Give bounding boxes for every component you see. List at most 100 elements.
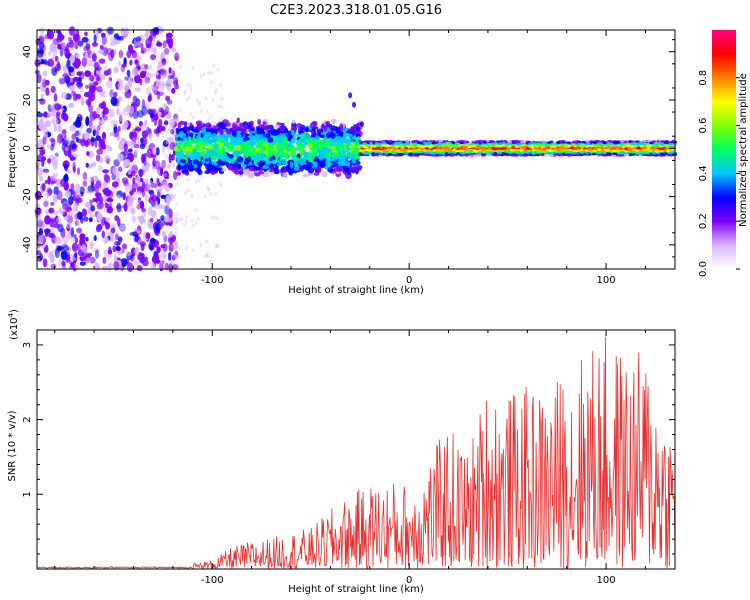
heatmap-cell [166,203,170,208]
heatmap-cell [156,90,161,100]
heatmap-cell [49,137,55,143]
heatmap-cell [107,249,113,255]
heatmap-cell [50,144,55,151]
heatmap-cell [343,165,349,170]
heatmap-cell [47,112,52,118]
heatmap-cell [445,140,449,143]
heatmap-cell [183,191,187,195]
heatmap-cell [49,218,55,228]
heatmap-cell [180,217,183,222]
heatmap-cell [222,152,228,160]
heatmap-cell [524,150,528,154]
heatmap-cell [507,140,512,143]
heatmap-cell [345,169,349,173]
heatmap-cell [70,236,75,243]
heatmap-cell [175,128,180,131]
heatmap-cell [335,146,340,152]
heatmap-cell [135,87,141,92]
heatmap-cell [160,244,166,249]
heatmap-cell [137,252,145,262]
heatmap-cell [172,61,176,66]
heatmap-cell [459,139,464,143]
heatmap-cell [627,152,630,155]
heatmap-cell [77,243,81,251]
heatmap-cell [72,77,79,82]
heatmap-cell [398,150,402,153]
heatmap-cell [242,128,247,134]
heatmap-cell [229,164,233,169]
heatmap-cell [582,153,588,156]
heatmap-cell [491,153,497,156]
heatmap-cell [131,207,136,216]
heatmap-cell [623,140,628,144]
heatmap-cell [392,153,397,157]
heatmap-cell [262,142,268,147]
heatmap-cell [39,98,46,105]
heatmap-cell [202,72,206,77]
heatmap-cell [449,153,455,156]
x-tick-label: 0 [406,275,412,286]
heatmap-cell [127,200,133,208]
heatmap-cell [338,158,343,164]
heatmap-cell [296,122,302,129]
heatmap-cell [330,132,336,139]
heatmap-cell [498,142,503,145]
heatmap-cell [374,143,379,147]
heatmap-cell [62,202,68,210]
heatmap-cell [416,141,422,144]
heatmap-cell [428,145,433,149]
heatmap-cell [95,154,101,162]
heatmap-cell [185,97,189,102]
heatmap-cell [600,146,605,149]
heatmap-cell [164,262,169,271]
heatmap-cell [119,224,126,232]
heatmap-cell [117,236,123,243]
heatmap-cell [85,237,89,242]
heatmap-cell [319,139,324,145]
heatmap-cell [113,254,118,261]
heatmap-cell [50,85,56,93]
heatmap-cell [330,160,336,164]
heatmap-cell [218,122,226,129]
heatmap-cell [259,160,265,167]
heatmap-cell [243,144,249,149]
heatmap-cell [47,58,55,67]
heatmap-cell [88,176,94,183]
heatmap-cell [164,162,168,167]
heatmap-cell [91,42,98,47]
heatmap-cell [216,135,220,139]
heatmap-cell [647,151,651,155]
heatmap-cell [396,145,400,148]
heatmap-cell [528,142,532,146]
heatmap-cell [152,108,156,115]
heatmap-cell [63,181,69,191]
heatmap-cell [402,143,408,146]
heatmap-cell [200,150,206,154]
heatmap-cell [76,71,83,76]
heatmap-cell [127,169,132,175]
heatmap-cell [283,168,287,172]
heatmap-cell [307,142,313,149]
heatmap-cell [211,98,215,103]
heatmap-cell [216,67,220,72]
heatmap-cell [170,217,174,222]
heatmap-cell [636,146,641,149]
heatmap-cell [312,144,320,150]
heatmap-cell [129,190,134,196]
heatmap-cell [219,104,223,109]
heatmap-cell [321,171,328,178]
heatmap-cell [165,229,169,233]
heatmap-cell [212,125,217,129]
heatmap-cell [98,165,103,172]
heatmap-cell [438,139,443,143]
heatmap-cell [555,153,561,156]
heatmap-cell [210,70,214,75]
heatmap-cell [267,137,274,143]
heatmap-cell [135,36,142,42]
heatmap-cell [177,164,182,171]
heatmap-cell [226,142,233,148]
heatmap-cell [42,136,47,145]
heatmap-cell [120,258,128,267]
heatmap-cell [52,193,58,203]
heatmap-cell [37,167,43,178]
